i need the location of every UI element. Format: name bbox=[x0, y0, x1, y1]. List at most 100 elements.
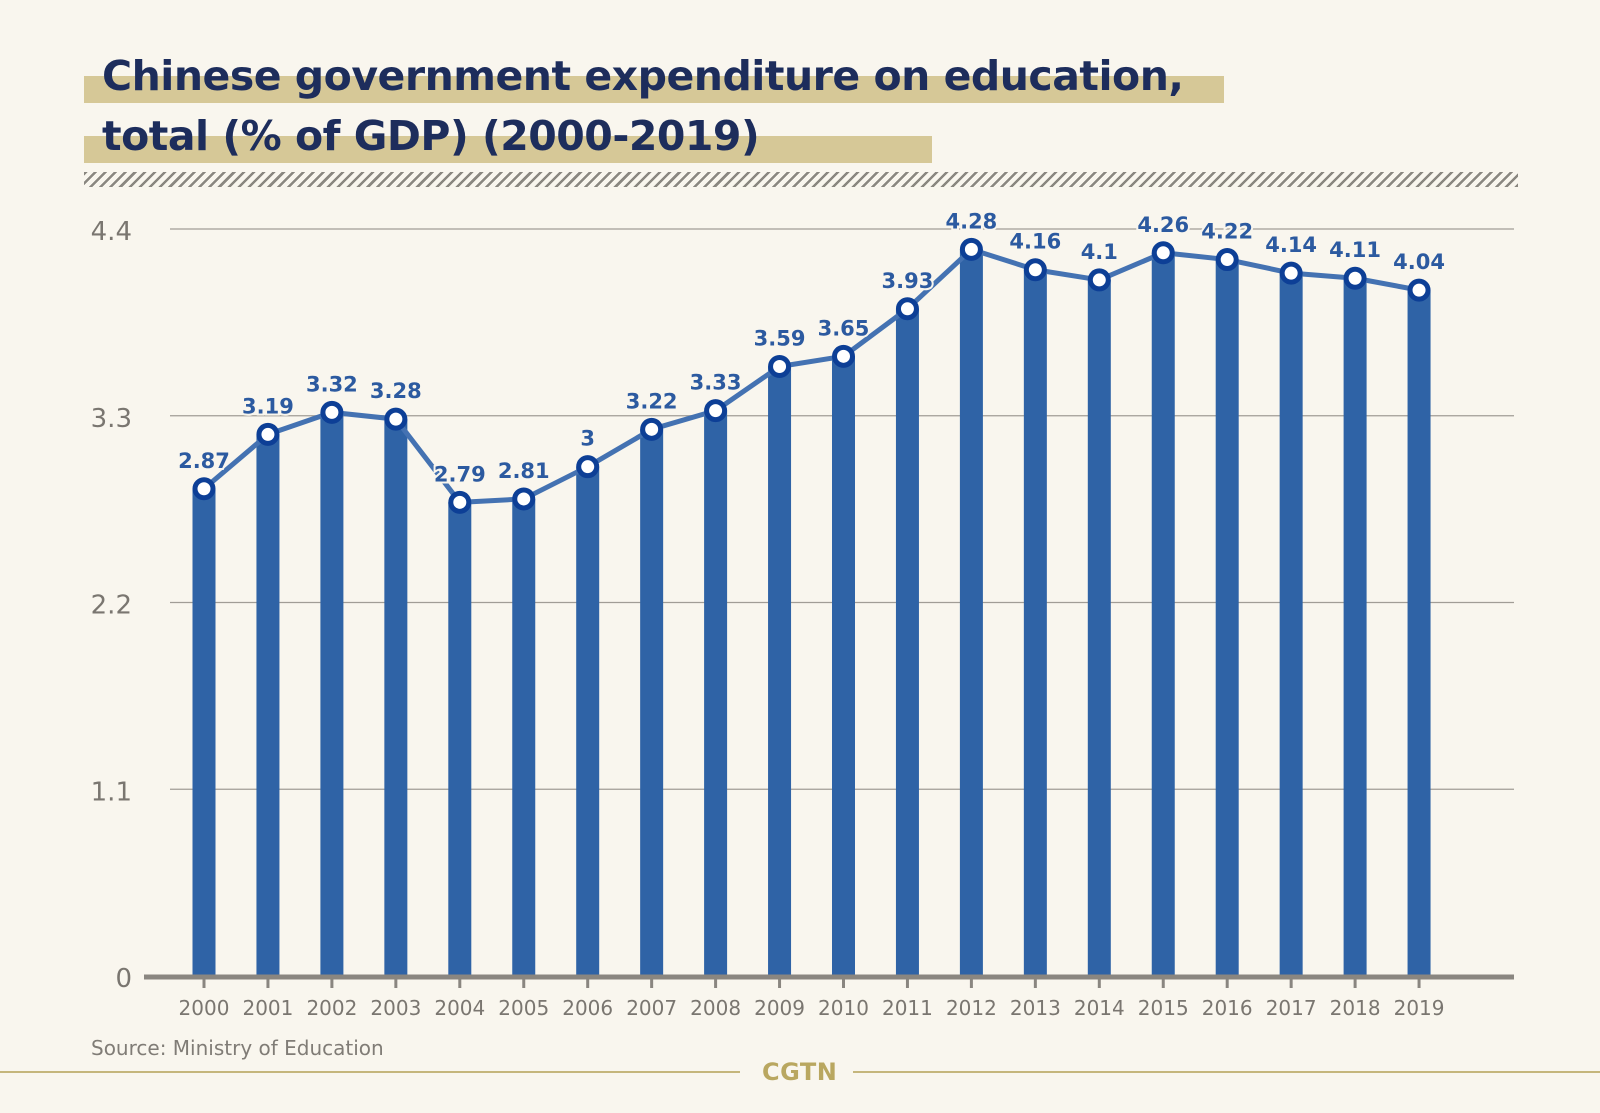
chart-title-text: Chinese government expenditure on educat… bbox=[102, 52, 1184, 100]
data-point-marker bbox=[895, 297, 919, 321]
data-label: 4.26 bbox=[1137, 213, 1189, 237]
y-tick-label: 3.3 bbox=[91, 404, 132, 434]
x-tick-label: 2010 bbox=[818, 996, 869, 1020]
data-label: 3.93 bbox=[882, 269, 934, 293]
data-point-marker bbox=[768, 355, 792, 379]
data-point-marker bbox=[1279, 261, 1303, 285]
x-tick-label: 2015 bbox=[1138, 996, 1189, 1020]
x-tick-label: 2007 bbox=[626, 996, 677, 1020]
footer-divider bbox=[0, 1071, 740, 1073]
data-label: 3.22 bbox=[626, 389, 678, 413]
chart-title-line-2: total (% of GDP) (2000-2019) bbox=[84, 116, 760, 157]
y-tick-label: 1.1 bbox=[91, 777, 132, 807]
x-tick-label: 2004 bbox=[434, 996, 485, 1020]
data-label: 4.22 bbox=[1201, 220, 1253, 244]
data-label: 3.28 bbox=[370, 379, 422, 403]
data-point-marker bbox=[704, 399, 728, 423]
bar bbox=[704, 410, 728, 976]
x-tick-label: 2018 bbox=[1330, 996, 1381, 1020]
data-point-marker bbox=[1407, 278, 1431, 302]
x-tick-label: 2006 bbox=[562, 996, 613, 1020]
y-tick-label: 0 bbox=[115, 964, 132, 994]
bar bbox=[1343, 278, 1367, 976]
x-tick-label: 2000 bbox=[179, 996, 230, 1020]
data-label: 4.16 bbox=[1009, 230, 1061, 254]
bar bbox=[640, 429, 664, 977]
data-point-marker bbox=[384, 407, 408, 431]
x-tick-label: 2008 bbox=[690, 996, 741, 1020]
x-tick-label: 2003 bbox=[370, 996, 421, 1020]
data-labels: 2.87 3.19 3.32 3.28 2.79 2.81 3 3.22 3.33 3.59 3.6… bbox=[176, 207, 1447, 488]
bar bbox=[959, 249, 983, 976]
data-label: 4.28 bbox=[945, 209, 997, 233]
data-label: 2.81 bbox=[498, 459, 550, 483]
data-label: 3.65 bbox=[818, 316, 870, 340]
data-label: 2.79 bbox=[434, 462, 486, 486]
bar bbox=[1087, 279, 1111, 976]
title-highlight-bar bbox=[84, 136, 932, 163]
data-label: 4.04 bbox=[1393, 250, 1445, 274]
data-label: 3 bbox=[580, 427, 595, 451]
bar bbox=[1151, 252, 1175, 976]
bar bbox=[256, 434, 280, 976]
bar bbox=[320, 412, 344, 976]
data-point-marker bbox=[1087, 268, 1111, 292]
x-tick-label: 2011 bbox=[882, 996, 933, 1020]
x-tick-label: 2009 bbox=[754, 996, 805, 1020]
bar bbox=[192, 488, 216, 976]
data-point-marker bbox=[1343, 266, 1367, 290]
bar bbox=[1279, 273, 1303, 977]
bar bbox=[448, 502, 472, 976]
data-label: 3.19 bbox=[242, 394, 294, 418]
data-label: 3.32 bbox=[306, 372, 358, 396]
data-point-marker bbox=[192, 477, 216, 501]
data-point-marker bbox=[832, 344, 855, 368]
data-point-marker bbox=[1151, 241, 1175, 265]
hatched-divider bbox=[84, 172, 1518, 187]
bar bbox=[576, 466, 600, 976]
bar bbox=[832, 356, 855, 976]
x-tick-label: 2002 bbox=[306, 996, 357, 1020]
y-tick-label: 2.2 bbox=[91, 591, 132, 621]
x-tick-label: 2016 bbox=[1202, 996, 1253, 1020]
data-point-marker bbox=[576, 455, 600, 479]
title-highlight-bar bbox=[84, 76, 1224, 103]
chart-title-text: total (% of GDP) (2000-2019) bbox=[102, 112, 760, 160]
x-tick-label: 2012 bbox=[946, 996, 997, 1020]
y-tick-label: 4.4 bbox=[91, 217, 132, 247]
x-tick-label: 2019 bbox=[1394, 996, 1445, 1020]
x-tick-label: 2005 bbox=[498, 996, 549, 1020]
data-point-marker bbox=[640, 417, 664, 441]
data-label: 4.11 bbox=[1329, 238, 1381, 262]
data-point-marker bbox=[448, 490, 472, 514]
chart-title-line-1: Chinese government expenditure on educat… bbox=[84, 56, 1184, 97]
bar bbox=[1215, 259, 1239, 976]
bar bbox=[512, 498, 536, 976]
x-tick-label: 2014 bbox=[1074, 996, 1125, 1020]
x-tick-label: 2013 bbox=[1010, 996, 1061, 1020]
bar bbox=[384, 419, 408, 976]
data-label: 4.1 bbox=[1081, 240, 1118, 264]
bars bbox=[192, 249, 1431, 977]
bar bbox=[768, 366, 792, 977]
bar bbox=[895, 308, 919, 976]
x-axis bbox=[144, 974, 1514, 988]
data-point-marker bbox=[1023, 258, 1047, 282]
cgtn-logo: CGTN bbox=[762, 1058, 838, 1086]
bar bbox=[1407, 290, 1431, 977]
line-markers bbox=[192, 237, 1431, 514]
footer-divider bbox=[853, 1071, 1600, 1073]
y-axis-labels: 0 1.1 2.2 3.3 4.4 bbox=[91, 217, 132, 994]
x-tick-label: 2001 bbox=[242, 996, 293, 1020]
data-point-marker bbox=[256, 422, 280, 446]
data-label: 2.87 bbox=[178, 449, 230, 473]
bar bbox=[1023, 269, 1047, 976]
data-point-marker bbox=[512, 487, 536, 511]
data-point-marker bbox=[959, 237, 983, 261]
x-axis-labels: 2000 2001 2002 2003 2004 2005 2006 2007 2008 2009… bbox=[179, 996, 1445, 1020]
data-label: 3.33 bbox=[690, 371, 742, 395]
data-point-marker bbox=[1215, 248, 1239, 272]
data-label: 4.14 bbox=[1265, 233, 1317, 257]
data-point-marker bbox=[320, 400, 344, 424]
